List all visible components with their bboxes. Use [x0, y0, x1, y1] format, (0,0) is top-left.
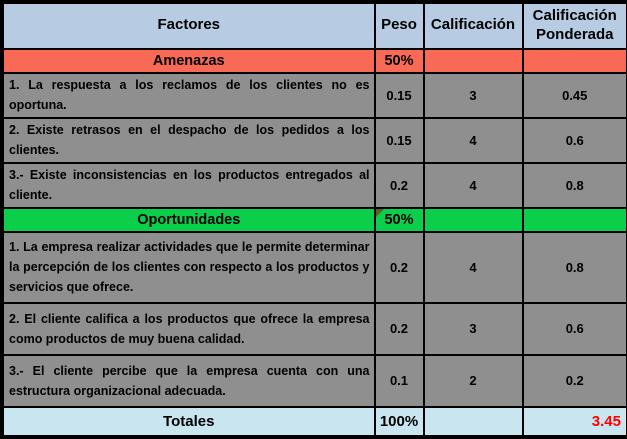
peso-cell: 0.15	[373, 71, 425, 119]
table-row: 2. Existe retrasos en el despacho de los…	[1, 116, 627, 164]
factor-text-cell: 2. El cliente califica a los productos q…	[1, 301, 376, 356]
section-peso-oportunidades: 50%	[373, 206, 425, 233]
table-row: 1. La empresa realizar actividades que l…	[1, 230, 627, 304]
peso-cell: 0.15	[373, 116, 425, 164]
ponderada-cell: 0.8	[521, 161, 627, 209]
section-label-oportunidades: Oportunidades	[1, 206, 376, 233]
section-row-amenazas: Amenazas 50%	[1, 47, 627, 74]
totals-label: Totales	[1, 405, 376, 438]
peso-cell: 0.1	[373, 353, 425, 408]
factor-text-cell: 3.- El cliente percibe que la empresa cu…	[1, 353, 376, 408]
table-row: 3.- Existe inconsistencias en los produc…	[1, 161, 627, 209]
calificacion-cell: 4	[422, 161, 524, 209]
table-row: 1. La respuesta a los reclamos de los cl…	[1, 71, 627, 119]
empty-cell	[422, 206, 524, 233]
ponderada-cell: 0.45	[521, 71, 627, 119]
empty-cell	[422, 47, 524, 74]
cell-corner-marker	[376, 209, 384, 217]
peso-cell: 0.2	[373, 230, 425, 304]
calificacion-cell: 4	[422, 230, 524, 304]
ponderada-cell: 0.8	[521, 230, 627, 304]
peso-cell: 0.2	[373, 161, 425, 209]
totals-calificacion	[422, 405, 524, 438]
section-peso-amenazas: 50%	[373, 47, 425, 74]
calificacion-cell: 3	[422, 301, 524, 356]
empty-cell	[521, 47, 627, 74]
calificacion-cell: 2	[422, 353, 524, 408]
calificacion-cell: 4	[422, 116, 524, 164]
calificacion-cell: 3	[422, 71, 524, 119]
factor-text-cell: 3.- Existe inconsistencias en los produc…	[1, 161, 376, 209]
totals-ponderada: 3.45	[521, 405, 627, 438]
factor-text-cell: 2. Existe retrasos en el despacho de los…	[1, 116, 376, 164]
ponderada-cell: 0.2	[521, 353, 627, 408]
column-header-peso: Peso	[373, 1, 425, 50]
section-row-oportunidades: Oportunidades 50%	[1, 206, 627, 233]
column-header-calificacion: Calificación	[422, 1, 524, 50]
table-row: 2. El cliente califica a los productos q…	[1, 301, 627, 356]
totals-row: Totales 100% 3.45	[1, 405, 627, 438]
column-header-factores: Factores	[1, 1, 376, 50]
ponderada-cell: 0.6	[521, 301, 627, 356]
section-label-amenazas: Amenazas	[1, 47, 376, 74]
section-peso-value: 50%	[384, 211, 414, 228]
header-row: Factores Peso Calificación Calificación …	[1, 1, 627, 50]
table-row: 3.- El cliente percibe que la empresa cu…	[1, 353, 627, 408]
factor-text-cell: 1. La respuesta a los reclamos de los cl…	[1, 71, 376, 119]
ponderada-cell: 0.6	[521, 116, 627, 164]
empty-cell	[521, 206, 627, 233]
totals-peso: 100%	[373, 405, 425, 438]
factor-text-cell: 1. La empresa realizar actividades que l…	[1, 230, 376, 304]
column-header-calificacion-ponderada: Calificación Ponderada	[521, 1, 627, 50]
peso-cell: 0.2	[373, 301, 425, 356]
